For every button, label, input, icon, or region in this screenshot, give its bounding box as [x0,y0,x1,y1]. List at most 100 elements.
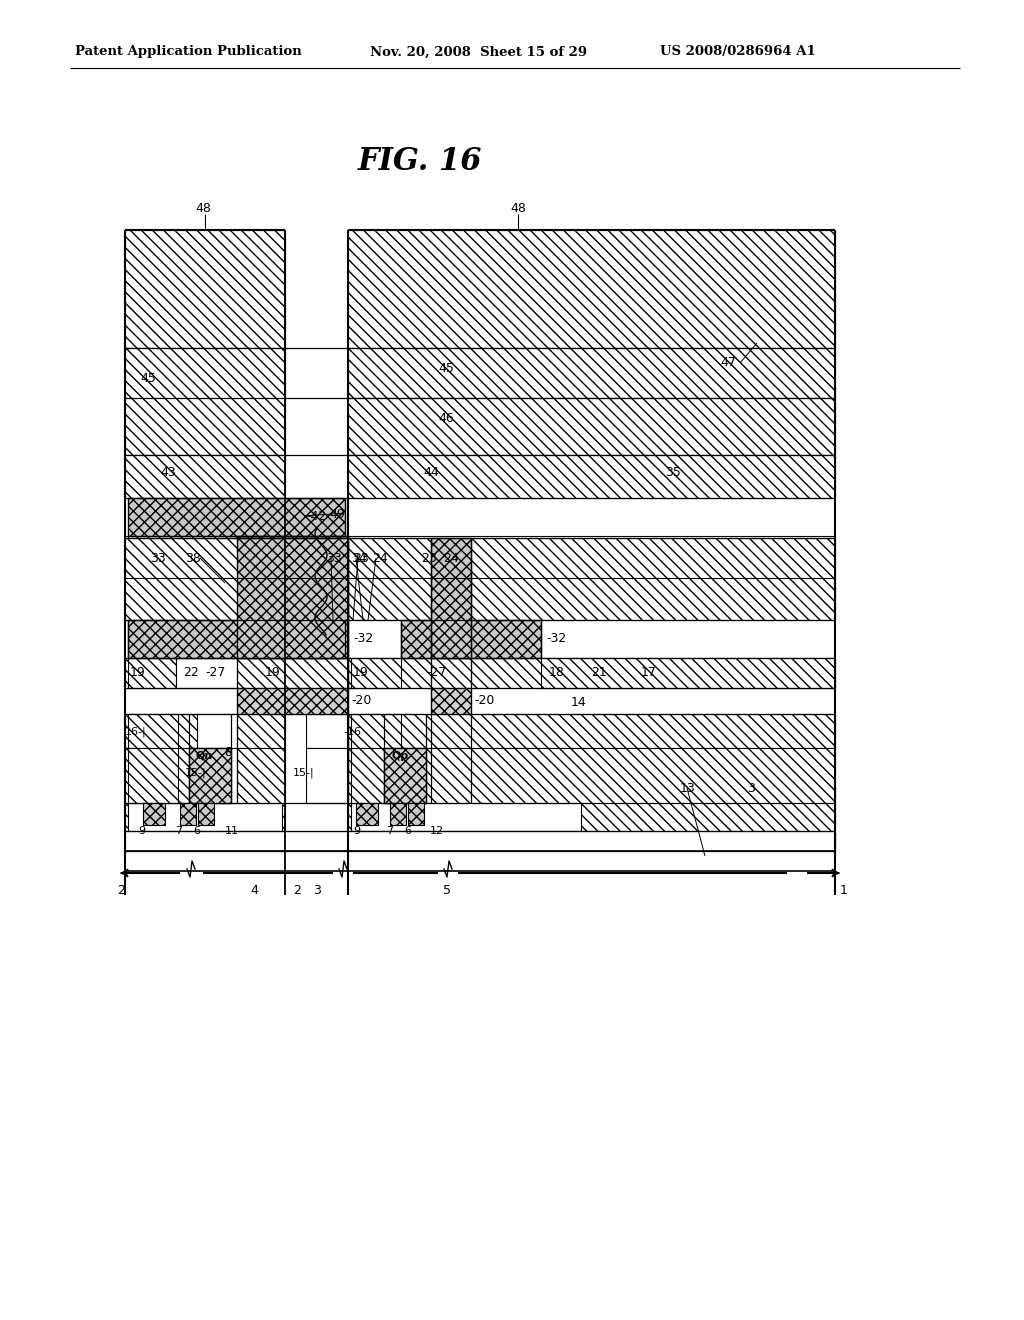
Bar [189,748,231,803]
Text: Qn: Qn [196,751,213,762]
Text: 35: 35 [665,466,681,479]
Text: -27: -27 [426,667,446,680]
Text: 7: 7 [386,826,393,836]
Bar [197,714,237,748]
Text: 38: 38 [185,552,201,565]
Text: -32: -32 [353,631,374,644]
Text: 33: 33 [326,552,342,565]
Text: 11: 11 [225,826,239,836]
Text: 19: 19 [265,667,281,680]
Text: 7: 7 [175,826,182,836]
Text: 13: 13 [680,781,695,795]
Text: 44: 44 [423,466,438,479]
Text: 14: 14 [571,697,587,710]
Text: 17: 17 [641,667,656,680]
Bar [431,539,471,657]
Bar [128,536,237,539]
Bar [237,688,348,714]
Text: -42: -42 [306,510,327,523]
Bar [176,657,261,688]
Text: FIG. 16: FIG. 16 [357,147,482,177]
Bar [125,714,285,748]
Text: 9: 9 [353,826,360,836]
Bar [348,539,835,620]
Bar [348,399,835,455]
Text: 43: 43 [160,466,176,479]
Bar [306,748,348,803]
Bar [348,348,835,399]
Text: Patent Application Publication: Patent Application Publication [75,45,302,58]
Text: 24: 24 [372,552,388,565]
Bar [261,657,316,688]
Text: 48: 48 [510,202,526,214]
Text: 48: 48 [195,202,211,214]
Text: 33: 33 [150,552,166,565]
Bar [128,714,178,748]
Bar [237,657,348,688]
Text: 45: 45 [438,362,454,375]
Text: 45: 45 [140,371,156,384]
Bar [408,803,424,825]
Bar [125,832,835,851]
Bar [348,230,835,348]
Text: -32: -32 [546,631,566,644]
Bar [197,748,237,803]
Text: -20: -20 [474,693,495,706]
Bar [356,803,378,825]
Text: 8: 8 [224,747,232,759]
Bar [348,748,835,861]
Text: 34: 34 [351,552,367,565]
Text: 23: 23 [421,552,437,565]
Text: 21: 21 [591,667,607,680]
Text: 15-|: 15-| [185,768,207,779]
Text: 12: 12 [430,826,444,836]
Bar [198,803,214,825]
Bar [431,688,471,714]
Text: 19: 19 [353,667,369,680]
Text: 3: 3 [746,781,755,795]
Text: -16: -16 [343,727,361,737]
Bar [125,851,835,871]
Bar [237,536,348,539]
Text: 15-|: 15-| [293,768,314,779]
Bar [128,657,176,688]
Bar [180,803,196,825]
Bar [125,657,285,688]
Text: 1: 1 [840,884,848,898]
Bar [128,803,282,832]
Text: 9: 9 [138,826,145,836]
Bar [306,714,348,748]
Bar [348,714,835,748]
Text: 2: 2 [117,884,125,898]
Text: 49: 49 [329,508,345,521]
Bar [125,230,285,348]
Bar [384,748,426,803]
Text: 2: 2 [293,884,301,898]
Bar [125,748,285,861]
Text: -27: -27 [205,667,225,680]
Bar [431,657,471,688]
Bar [125,539,285,620]
Text: 22: 22 [183,667,199,680]
Text: 47: 47 [720,356,736,370]
Bar [390,803,406,825]
Bar [541,657,835,688]
Bar [348,455,835,498]
Text: 46: 46 [438,412,454,425]
Text: 5: 5 [443,884,451,898]
Bar [128,620,345,657]
Text: 24: 24 [443,552,459,565]
Bar [128,498,345,536]
Bar [401,620,541,657]
Text: 19: 19 [130,667,145,680]
Text: 18: 18 [549,667,565,680]
Bar [128,748,178,803]
Bar [351,803,581,832]
Bar [351,748,401,803]
Text: US 2008/0286964 A1: US 2008/0286964 A1 [660,45,816,58]
Bar [125,455,285,498]
Text: 6: 6 [193,826,200,836]
Text: Nov. 20, 2008  Sheet 15 of 29: Nov. 20, 2008 Sheet 15 of 29 [370,45,587,58]
Text: 23: 23 [353,552,369,565]
Bar [351,657,401,688]
